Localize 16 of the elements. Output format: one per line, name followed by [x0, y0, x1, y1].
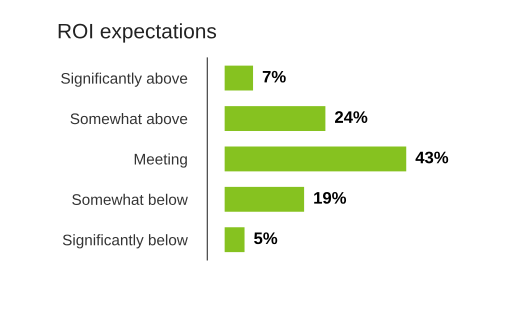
- y-tick-label: Significantly above: [61, 72, 188, 87]
- bar: [224, 145, 408, 173]
- data-label: 24%: [334, 111, 368, 123]
- y-tick-label: Meeting: [134, 153, 187, 168]
- y-tick-label: Somewhat above: [70, 112, 188, 124]
- chart-title: ROI expectations: [58, 23, 216, 43]
- bar: [224, 185, 306, 214]
- bar: [224, 104, 327, 132]
- data-label: 19%: [314, 192, 346, 204]
- bar: [224, 226, 246, 254]
- data-label: 7%: [262, 70, 286, 83]
- y-tick-label: Somewhat below: [72, 194, 188, 205]
- data-label: 43%: [416, 152, 448, 164]
- data-label: 5%: [254, 232, 278, 244]
- bar: [224, 64, 254, 92]
- y-tick-label: Significantly below: [62, 234, 188, 248]
